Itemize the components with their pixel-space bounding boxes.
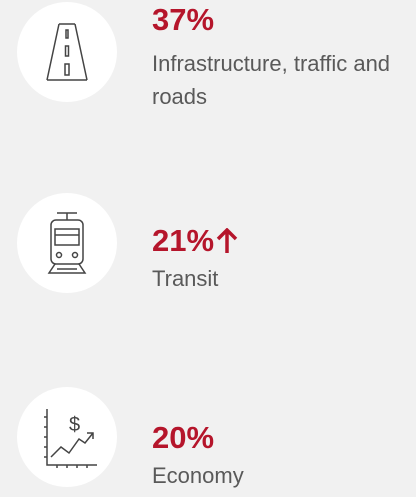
- svg-text:$: $: [69, 414, 80, 436]
- economy-icon: $: [17, 387, 117, 487]
- percent: 37%: [152, 2, 215, 37]
- up-arrow: [216, 227, 238, 253]
- item-label: Infrastructure, traffic and roads: [152, 51, 391, 109]
- percent: 20%: [152, 420, 215, 455]
- item-label: Economy: [152, 463, 244, 488]
- item-label: Transit: [152, 266, 219, 291]
- percent-text: 21%: [152, 223, 215, 258]
- transit-icon: [17, 193, 117, 293]
- road-icon: [17, 2, 117, 102]
- percent: 21%: [152, 223, 238, 259]
